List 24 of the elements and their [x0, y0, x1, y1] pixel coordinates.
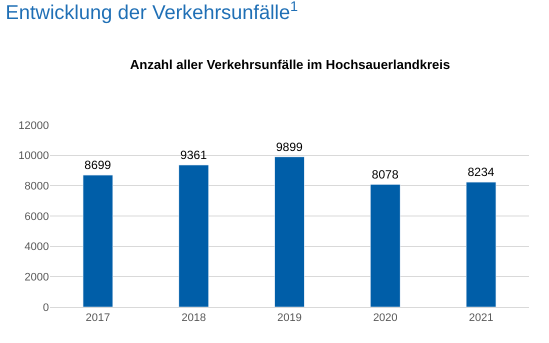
data-label: 9899: [276, 140, 304, 154]
y-tick-label: 0: [42, 302, 49, 314]
y-tick-label: 4000: [24, 241, 49, 254]
data-label: 8234: [468, 165, 495, 180]
x-tick-label: 2020: [373, 312, 398, 324]
x-tick-label: 2018: [181, 312, 206, 324]
x-tick-label: 2019: [277, 312, 302, 324]
bar: [178, 164, 209, 307]
bar: [274, 156, 305, 307]
bar: [466, 182, 496, 307]
x-tick-label: 2017: [86, 312, 110, 324]
data-label: 9361: [180, 148, 208, 162]
data-label: 8699: [84, 158, 112, 172]
chart-title: Entwicklung der Verkehrsunfälle$^{1}$: [5, 0, 298, 24]
y-tick-label: 10000: [18, 150, 49, 162]
y-tick-label: 2000: [24, 272, 49, 284]
bar: [82, 174, 113, 307]
chart-subtitle: Anzahl aller Verkehrsunfälle im Hochsauerlandkreis: [130, 57, 450, 72]
data-label: 8078: [372, 167, 399, 182]
x-tick-label: 2021: [468, 312, 494, 324]
y-tick-label: 8000: [24, 180, 49, 193]
y-tick-label: 6000: [24, 210, 49, 223]
y-tick-label: 12000: [18, 120, 49, 132]
bar: [370, 184, 400, 307]
